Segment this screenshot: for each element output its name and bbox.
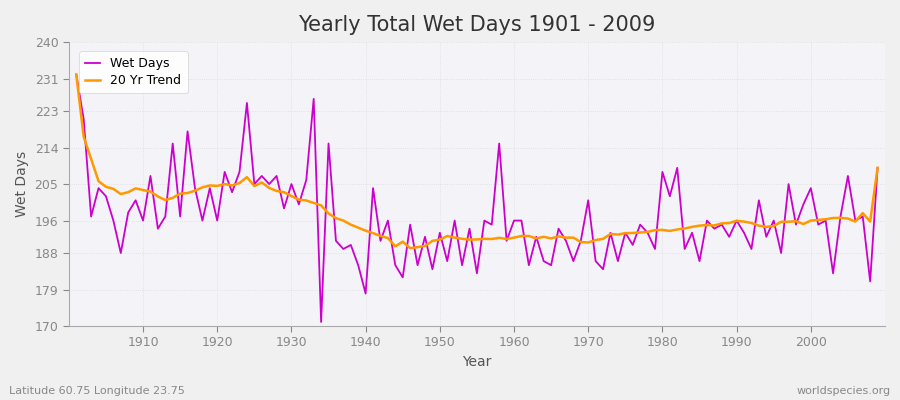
20 Yr Trend [508,235,519,240]
20 Yr Trend [516,234,526,238]
Legend: Wet Days, 20 Yr Trend: Wet Days, 20 Yr Trend [79,51,188,94]
20 Yr Trend [71,72,82,77]
Wet Days [316,320,327,324]
20 Yr Trend [872,166,883,170]
Line: Wet Days: Wet Days [76,74,878,322]
Wet Days [293,202,304,207]
Wet Days [516,218,526,223]
Y-axis label: Wet Days: Wet Days [15,151,29,217]
Wet Days [130,198,141,203]
20 Yr Trend [293,197,304,202]
Text: Latitude 60.75 Longitude 23.75: Latitude 60.75 Longitude 23.75 [9,386,184,396]
Wet Days [872,166,883,170]
20 Yr Trend [130,186,141,191]
Wet Days [508,218,519,223]
X-axis label: Year: Year [463,355,491,369]
Text: worldspecies.org: worldspecies.org [796,386,891,396]
Line: 20 Yr Trend: 20 Yr Trend [76,74,878,248]
Wet Days [605,230,616,235]
Wet Days [346,242,356,247]
Wet Days [71,72,82,77]
Title: Yearly Total Wet Days 1901 - 2009: Yearly Total Wet Days 1901 - 2009 [298,15,655,35]
20 Yr Trend [605,232,616,236]
20 Yr Trend [405,246,416,250]
20 Yr Trend [338,218,349,223]
